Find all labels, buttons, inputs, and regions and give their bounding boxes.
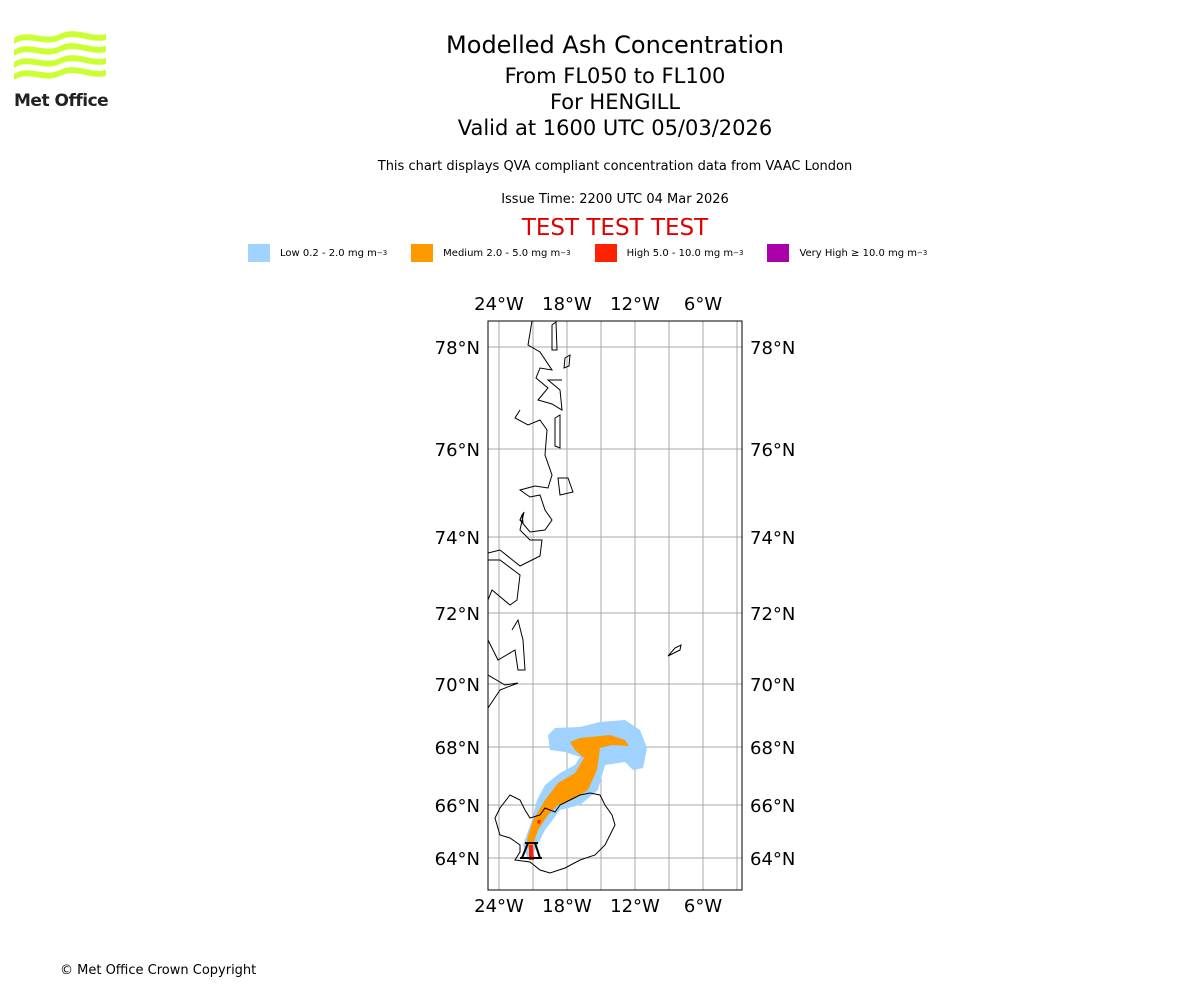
lat-label-left: 64°N (435, 849, 480, 870)
ash-medium-area (527, 735, 629, 855)
lat-label-right: 70°N (750, 675, 795, 696)
valid-time: Valid at 1600 UTC 05/03/2026 (457, 116, 773, 140)
lon-label-top: 12°W (610, 294, 660, 315)
lat-label-right: 76°N (750, 440, 795, 461)
lon-label-top: 6°W (684, 294, 722, 315)
lat-label-left: 70°N (435, 675, 480, 696)
legend-unit-exponent: −3 (376, 249, 388, 257)
iceland-coast (494, 792, 616, 874)
lat-label-left: 74°N (435, 528, 480, 549)
lat-label-right: 64°N (750, 849, 795, 870)
copyright: © Met Office Crown Copyright (60, 963, 257, 978)
greenland-island (519, 321, 574, 524)
legend-swatch (411, 244, 434, 262)
legend-label: High 5.0 - 10.0 mg m (626, 247, 734, 259)
lon-label-bottom: 24°W (474, 896, 524, 917)
lat-label-left: 78°N (435, 338, 480, 359)
legend: Low 0.2 - 2.0 mg m −3 Medium 2.0 - 5.0 mg… (248, 244, 951, 262)
legend-swatch (767, 244, 790, 262)
legend-label: Very High ≥ 10.0 mg m (799, 247, 918, 259)
legend-unit-exponent: −3 (560, 249, 571, 257)
graticule (488, 321, 742, 890)
legend-item-high: High 5.0 - 10.0 mg m −3 (594, 244, 744, 262)
lat-label-right: 74°N (750, 528, 795, 549)
lat-label-right: 68°N (750, 738, 795, 759)
lon-label-bottom: 12°W (610, 896, 660, 917)
legend-item-very-high: Very High ≥ 10.0 mg m −3 (767, 244, 927, 262)
legend-unit-exponent: −3 (733, 249, 744, 257)
volcano-name: For HENGILL (549, 90, 681, 114)
legend-swatch (594, 244, 617, 262)
map-frame (487, 320, 743, 891)
legend-label: Medium 2.0 - 5.0 mg m (443, 247, 561, 259)
lon-label-top: 18°W (542, 294, 592, 315)
legend-unit-exponent: −3 (917, 249, 928, 257)
legend-item-low: Low 0.2 - 2.0 mg m −3 (248, 244, 387, 262)
lat-label-right: 72°N (750, 604, 795, 625)
lat-label-left: 72°N (435, 604, 480, 625)
volcano-marker (520, 842, 542, 859)
test-banner: TEST TEST TEST (521, 215, 709, 241)
chart-description: This chart displays QVA compliant concen… (377, 159, 853, 174)
logo-text: Met Office (14, 91, 109, 111)
ash-high-area (529, 820, 541, 860)
legend-swatch (248, 244, 270, 262)
lat-label-right: 78°N (750, 338, 795, 359)
lon-label-top: 24°W (474, 294, 524, 315)
flight-level-range: From FL050 to FL100 (504, 64, 726, 88)
jan-mayen-coast (667, 644, 682, 657)
legend-item-medium: Medium 2.0 - 5.0 mg m −3 (411, 244, 571, 262)
coastlines (488, 321, 682, 874)
lon-label-bottom: 18°W (542, 896, 592, 917)
issue-time: Issue Time: 2200 UTC 04 Mar 2026 (501, 192, 729, 207)
lat-label-left: 76°N (435, 440, 480, 461)
lat-label-left: 66°N (435, 796, 480, 817)
greenland-coast (488, 321, 563, 709)
legend-label: Low 0.2 - 2.0 mg m (280, 247, 377, 259)
met-office-logo (14, 30, 106, 92)
chart-title: Modelled Ash Concentration (446, 31, 784, 59)
lon-label-bottom: 6°W (684, 896, 722, 917)
lat-label-left: 68°N (435, 738, 480, 759)
lat-label-right: 66°N (750, 796, 795, 817)
